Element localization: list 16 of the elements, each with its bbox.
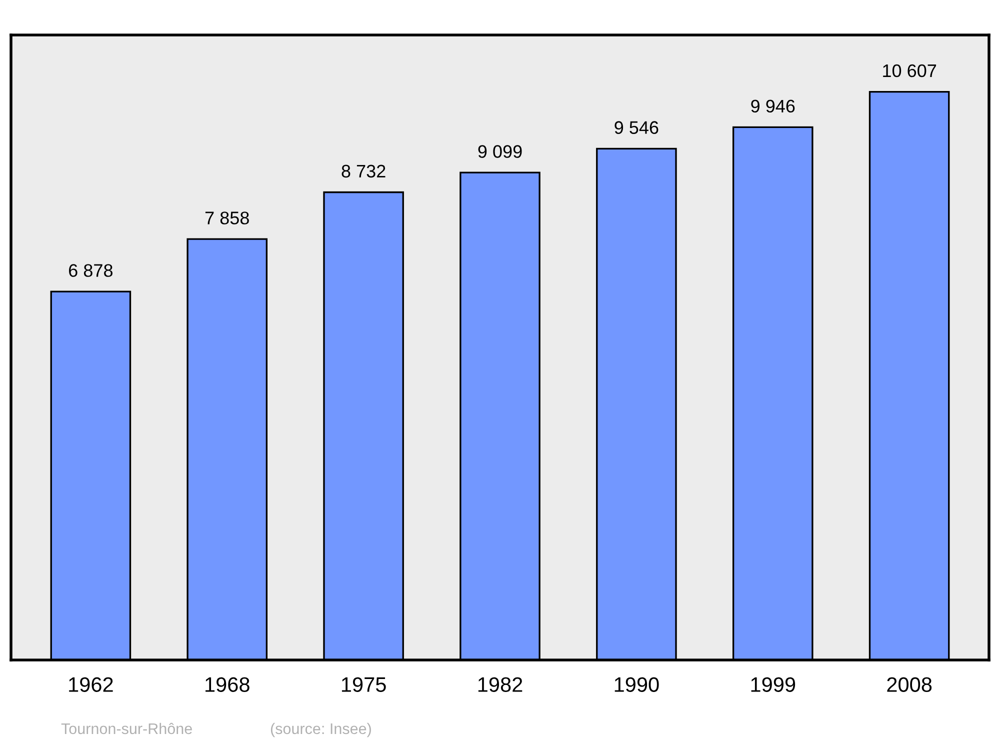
x-tick-label: 1968 — [206, 677, 250, 692]
data-label: 10 607 — [883, 64, 936, 78]
data-label: 8 732 — [342, 164, 386, 178]
x-tick-label: 2008 — [887, 677, 932, 692]
data-label: 7 858 — [205, 212, 249, 224]
data-label: 6 878 — [69, 264, 112, 277]
x-tick-label: 1962 — [69, 677, 113, 692]
x-tick-label: 1982 — [478, 677, 522, 692]
data-label: 9 546 — [614, 121, 658, 134]
x-tick-label: 1975 — [342, 677, 386, 692]
data-label: 9 099 — [478, 145, 522, 158]
x-tick-label: 1990 — [614, 677, 659, 692]
x-tick-label: 1999 — [751, 677, 796, 692]
text: (source: Insee) — [270, 722, 371, 738]
text: Tournon-sur-Rhône — [61, 722, 192, 734]
data-label: 9 946 — [751, 100, 795, 113]
